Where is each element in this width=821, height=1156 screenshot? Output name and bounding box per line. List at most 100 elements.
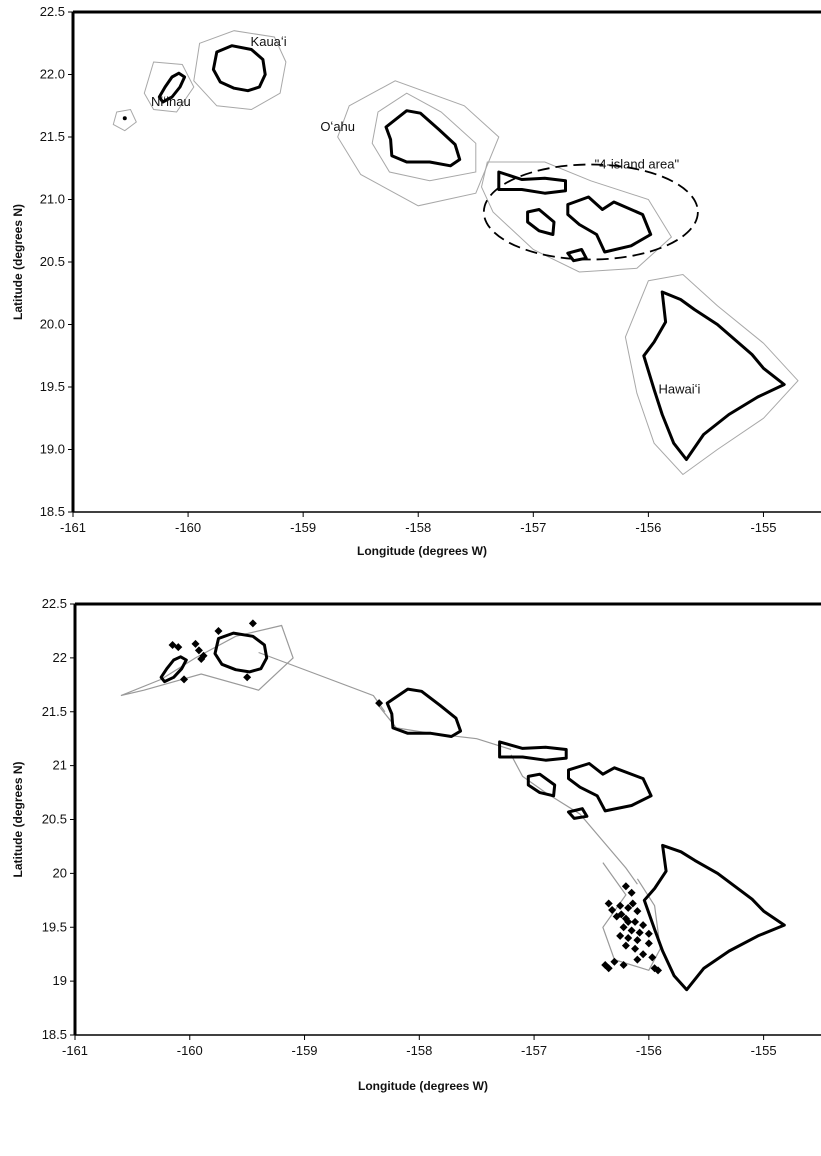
y-tick-label: 20.5 — [42, 812, 67, 827]
y-tick-label: 22.5 — [40, 4, 65, 19]
location-point — [624, 903, 633, 912]
location-point — [616, 931, 625, 940]
y-tick-label: 20.0 — [40, 317, 65, 332]
island-label: Oʻahu — [320, 119, 355, 134]
y-tick-label: 22.5 — [42, 596, 67, 611]
location-point — [194, 646, 203, 655]
location-point — [631, 944, 640, 953]
coastline-oahu — [385, 687, 463, 738]
x-tick-label: -155 — [750, 520, 776, 535]
coastline-hawaii — [642, 290, 786, 461]
x-tick-label: -159 — [290, 520, 316, 535]
x-tick-label: -159 — [292, 1043, 318, 1058]
location-point — [214, 626, 223, 635]
coastline-molokai — [498, 740, 568, 762]
depth-contour — [624, 273, 799, 476]
location-point — [375, 699, 384, 708]
location-point — [639, 950, 648, 959]
location-point — [174, 643, 183, 652]
y-tick-label: 19.0 — [40, 442, 65, 457]
y-axis-title: Latitude (degrees N) — [11, 204, 25, 320]
y-tick-label: 21.5 — [42, 704, 67, 719]
depth-contour — [143, 61, 195, 113]
location-point — [191, 639, 200, 648]
movement-track — [510, 754, 638, 885]
location-point — [633, 936, 642, 945]
movement-track — [602, 862, 661, 972]
x-tick-label: -160 — [177, 1043, 203, 1058]
y-tick-label: 18.5 — [42, 1027, 67, 1042]
island-label: Niʻihau — [151, 94, 191, 109]
location-point — [604, 899, 613, 908]
y-tick-label: 20 — [53, 865, 67, 880]
location-point — [627, 926, 636, 935]
location-point — [616, 901, 625, 910]
y-tick-label: 22 — [53, 650, 67, 665]
x-tick-label: -158 — [405, 520, 431, 535]
x-tick-label: -160 — [175, 520, 201, 535]
map-panel-2: 18.5 19 19.5 20 20.5 21 21.5 22 22.5 -161 -160 -159… — [11, 596, 821, 1093]
location-point — [628, 899, 637, 908]
coastline-molokai — [497, 170, 567, 195]
movement-track — [378, 706, 512, 751]
island-label: Hawaiʻi — [659, 381, 701, 396]
location-point — [648, 953, 657, 962]
movement-track — [258, 651, 386, 713]
island-label: Kauaʻi — [251, 34, 287, 49]
coastline-kauai — [211, 44, 267, 93]
y-axis-title: Latitude (degrees N) — [11, 761, 25, 877]
movement-track — [120, 624, 294, 697]
location-point — [635, 928, 644, 937]
four-island-area-ellipse — [482, 163, 699, 261]
x-tick-label: -161 — [62, 1043, 88, 1058]
map-panel-1: 18.5 19.0 19.5 20.0 20.5 21.0 21.5 22.0 22.5 -161… — [11, 4, 821, 558]
coastline-hawaii — [642, 843, 786, 992]
location-point — [644, 939, 653, 948]
y-tick-label: 20.5 — [40, 254, 65, 269]
x-tick-label: -161 — [60, 520, 86, 535]
location-point — [619, 923, 628, 932]
location-point — [631, 917, 640, 926]
location-point — [633, 955, 642, 964]
y-tick-label: 22.0 — [40, 67, 65, 82]
location-point — [619, 960, 628, 969]
y-tick-label: 21 — [53, 758, 67, 773]
location-point — [644, 929, 653, 938]
x-axis-title: Longitude (degrees W) — [357, 544, 487, 558]
x-tick-label: -158 — [406, 1043, 432, 1058]
coastline-maui — [566, 195, 653, 254]
y-tick-label: 21.5 — [40, 129, 65, 144]
location-point — [621, 941, 630, 950]
coastline-maui — [567, 762, 653, 813]
y-tick-label: 18.5 — [40, 504, 65, 519]
x-tick-label: -156 — [635, 520, 661, 535]
location-point — [248, 619, 257, 628]
coastline-niihau — [159, 655, 188, 684]
x-tick-label: -156 — [636, 1043, 662, 1058]
x-axis-title: Longitude (degrees W) — [358, 1079, 488, 1093]
coastline-lanai — [526, 772, 557, 798]
location-point — [608, 906, 617, 915]
location-point — [624, 917, 633, 926]
location-point — [621, 882, 630, 891]
coastline-oahu — [384, 109, 462, 168]
depth-contour — [112, 108, 137, 132]
y-tick-label: 19.5 — [42, 919, 67, 934]
y-tick-label: 19.5 — [40, 379, 65, 394]
y-tick-label: 19 — [53, 973, 67, 988]
location-point — [627, 888, 636, 897]
location-point — [639, 921, 648, 930]
islet-dot — [122, 116, 127, 121]
location-point — [654, 966, 663, 975]
coastline-kahoolawe — [567, 807, 589, 820]
depth-contour — [480, 161, 673, 273]
y-tick-label: 21.0 — [40, 192, 65, 207]
x-tick-label: -157 — [520, 520, 546, 535]
depth-contour — [371, 92, 477, 182]
coastline-kauai — [213, 631, 269, 674]
island-label: "4-island area" — [595, 156, 680, 171]
location-point — [180, 675, 189, 684]
location-point — [617, 910, 626, 919]
x-tick-label: -157 — [521, 1043, 547, 1058]
x-tick-label: -155 — [751, 1043, 777, 1058]
